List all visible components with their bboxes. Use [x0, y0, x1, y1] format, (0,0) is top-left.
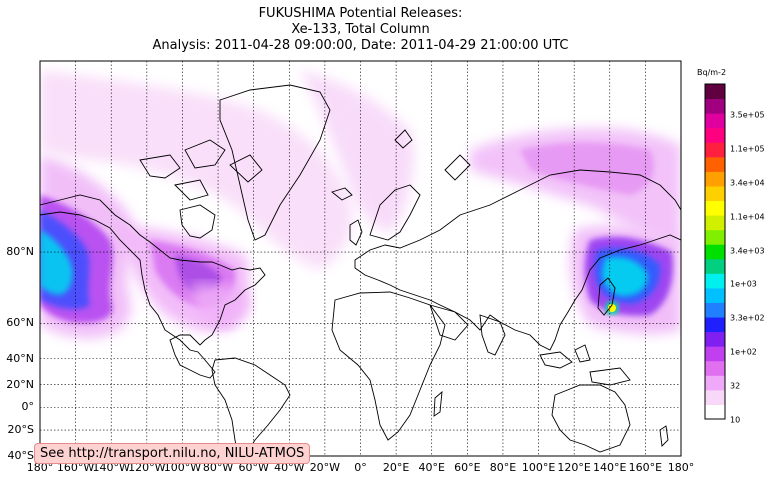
- colorbar-tick-5: 3.4e+03: [730, 246, 765, 256]
- colorbar-tick-2: 1e+02: [730, 347, 757, 357]
- colorbar-tick-9: 3.5e+05: [730, 110, 765, 120]
- colorbar-tick-3: 3.3e+02: [730, 313, 765, 323]
- colorbar-segment-9: [705, 273, 725, 289]
- plume-layer: [40, 70, 681, 339]
- colorbar-segment-15: [705, 185, 725, 202]
- lat-label-3: 20°N: [6, 377, 34, 391]
- africa: [331, 291, 446, 441]
- colorbar-tick-4: 1e+03: [730, 279, 757, 289]
- madagascar: [433, 390, 443, 417]
- lat-label-1: 60°N: [6, 316, 34, 330]
- colorbar-segment-0: [705, 404, 725, 420]
- lat-label-4: 0°: [21, 400, 35, 414]
- lon-label-6: 60°W: [238, 461, 269, 474]
- plume-north-pacific-west: [570, 225, 681, 334]
- scandinavia: [369, 184, 421, 241]
- novaya-zemlya: [444, 154, 471, 181]
- colorbar-tick-8: 1.1e+05: [730, 144, 765, 154]
- lon-label-11: 40°E: [418, 461, 445, 474]
- plume-eastern-us: [190, 283, 252, 328]
- colorbar-segment-5: [705, 331, 725, 347]
- lat-label-5: 20°S: [7, 423, 34, 437]
- hudson-bay: [179, 204, 216, 239]
- colorbar-segment-4: [705, 346, 725, 362]
- lon-label-10: 20°E: [382, 461, 410, 474]
- title-line-1: FUKUSHIMA Potential Releases:: [258, 6, 463, 21]
- lon-label-15: 120°E: [557, 461, 591, 474]
- colorbar-segment-3: [705, 360, 725, 376]
- lon-label-3: 120°W: [128, 461, 166, 474]
- arctic-islands: [139, 139, 263, 201]
- map-frame: [39, 60, 682, 457]
- graticule: [40, 61, 681, 456]
- lon-label-13: 80°E: [489, 461, 517, 474]
- plume-siberia-arctic: [470, 128, 681, 245]
- map-title: FUKUSHIMA Potential Releases: Xe-133, To…: [40, 6, 681, 54]
- lat-label-2: 40°N: [6, 351, 34, 365]
- lon-label-7: 40°W: [274, 461, 305, 474]
- eurasia: [354, 169, 681, 351]
- colorbar-segment-20: [705, 113, 725, 129]
- colorbar-tick-1: 32: [730, 381, 741, 391]
- colorbar-segment-8: [705, 287, 725, 303]
- colorbar-segment-19: [705, 127, 725, 143]
- arabian-peninsula: [429, 304, 469, 341]
- lon-label-2: 140°W: [92, 461, 130, 474]
- india: [479, 314, 506, 356]
- colorbar-segment-11: [705, 244, 725, 260]
- colorbar-unit: Bq/m-2: [697, 68, 727, 77]
- credit-link[interactable]: See http://transport.nilu.no, NILU-ATMOS: [34, 443, 311, 464]
- british-isles: [349, 219, 363, 246]
- lat-label-0: 80°N: [6, 245, 34, 259]
- title-line-2: Xe-133, Total Column: [291, 22, 430, 37]
- lat-label-6: 40°S: [7, 449, 34, 462]
- title-line-3: Analysis: 2011-04-28 09:00:00, Date: 201…: [152, 38, 569, 53]
- greenland: [219, 84, 331, 241]
- lon-label-16: 140°E: [593, 461, 627, 474]
- lon-label-1: 160°W: [56, 461, 95, 474]
- land-outlines: [40, 84, 681, 456]
- north-america-coast: [40, 194, 266, 379]
- colorbar-tick-6: 1.1e+04: [730, 212, 765, 222]
- colorbar-segment-13: [705, 215, 725, 231]
- colorbar-segment-16: [705, 171, 725, 187]
- lon-label-17: 160°E: [628, 461, 663, 474]
- iceland: [331, 187, 353, 201]
- colorbar-frame: [704, 83, 726, 420]
- lon-label-5: 80°W: [202, 461, 234, 474]
- lon-label-14: 100°E: [521, 461, 556, 474]
- colorbar-segment-22: [705, 84, 725, 100]
- plume-atlantic-arctic: [40, 70, 415, 270]
- colorbar-segment-21: [705, 98, 725, 114]
- colorbar-segment-1: [705, 389, 725, 405]
- southeast-asia-islands: [539, 344, 631, 386]
- new-zealand: [659, 425, 669, 447]
- lon-label-8: 20°W: [309, 461, 341, 474]
- japan: [597, 277, 616, 316]
- lon-label-18: 180°: [667, 461, 695, 474]
- lon-label-9: 0°: [354, 461, 367, 474]
- colorbar-segment-10: [705, 258, 725, 274]
- australia: [551, 384, 631, 453]
- south-america: [211, 357, 291, 456]
- colorbar-segment-14: [705, 200, 725, 216]
- colorbar-segment-7: [705, 302, 725, 318]
- colorbar-segment-17: [705, 156, 725, 172]
- lon-label-4: 100°W: [163, 461, 202, 474]
- svalbard: [394, 129, 413, 149]
- colorbar-segment-6: [705, 317, 725, 333]
- colorbar-tick-7: 3.4e+04: [730, 178, 765, 188]
- colorbar-segment-18: [705, 142, 725, 158]
- colorbar-tick-0: 10: [730, 415, 741, 425]
- colorbar: [704, 83, 726, 420]
- colorbar-segment-12: [705, 229, 725, 245]
- colorbar-segment-2: [705, 375, 725, 391]
- plume-north-pacific-east: [40, 155, 133, 339]
- lon-label-0: 180°: [26, 461, 54, 474]
- lon-label-12: 60°E: [454, 461, 481, 474]
